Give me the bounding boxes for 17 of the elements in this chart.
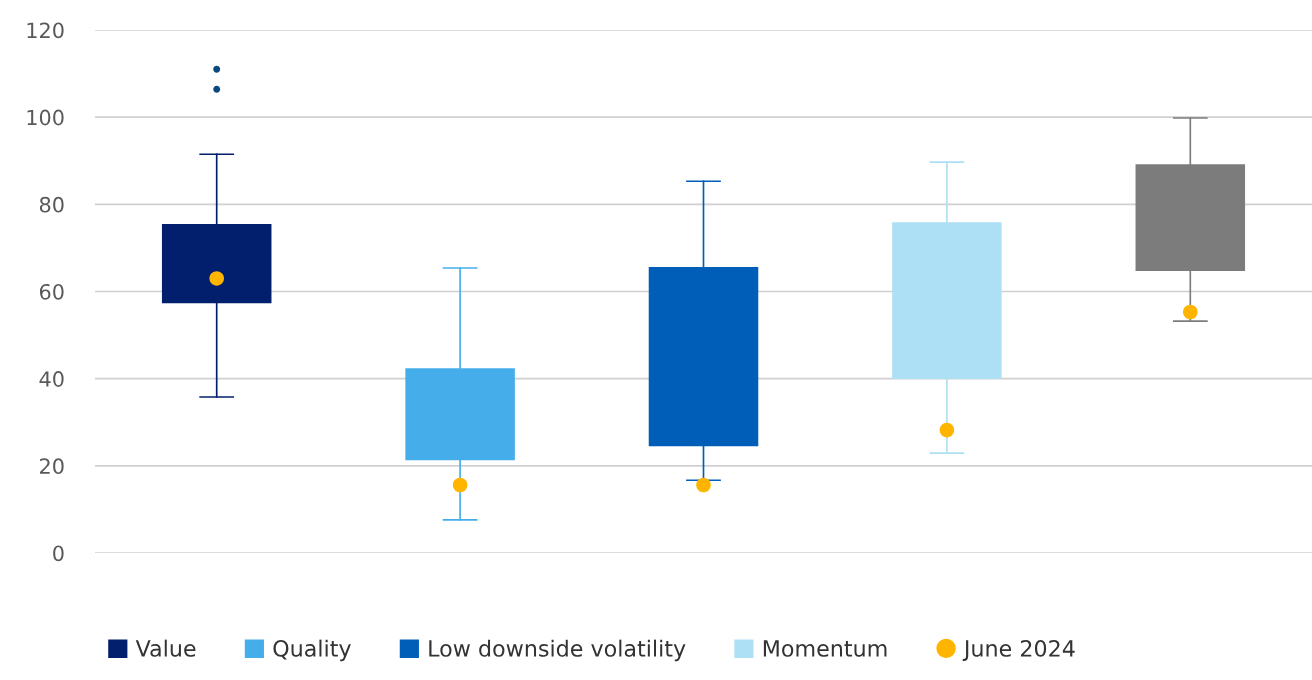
- y-tick-label: 40: [39, 371, 64, 387]
- y-tick-label: 100: [27, 109, 64, 126]
- point: [939, 422, 955, 438]
- y-tick-label: 120: [27, 22, 64, 39]
- y-tick-label: 80: [39, 196, 64, 213]
- y-tick-label: 0: [53, 545, 64, 562]
- legend-label: Momentum: [763, 640, 887, 657]
- legend-label: Quality: [273, 639, 351, 662]
- y-tick-label: 60: [39, 283, 64, 300]
- point: [696, 477, 711, 493]
- point: [452, 477, 468, 493]
- y-tick-label: 20: [40, 458, 64, 475]
- point: [209, 271, 224, 286]
- legend-label: June 2024: [962, 640, 1075, 661]
- legend-label: Value: [135, 639, 196, 657]
- legend-label: Low downside volatility: [429, 639, 686, 662]
- point: [1183, 304, 1198, 320]
